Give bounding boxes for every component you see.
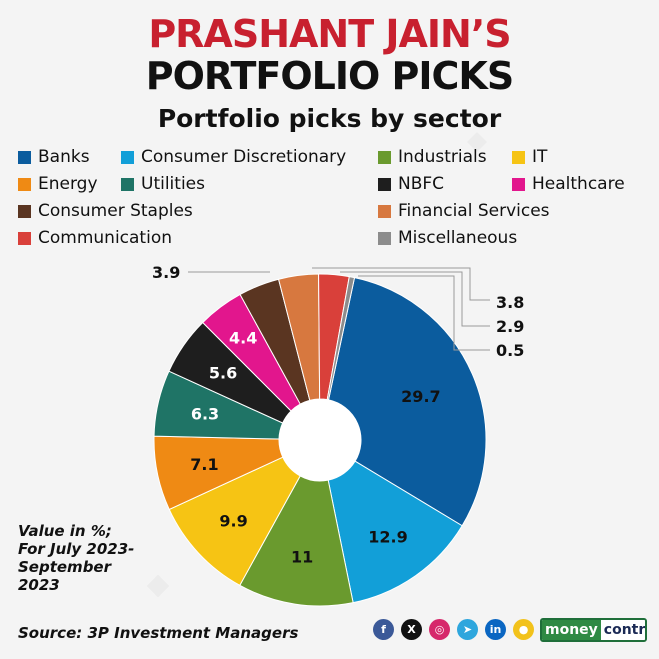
data-label: 11 (291, 548, 313, 567)
legend-item: Utilities (121, 174, 205, 194)
note-line: Value in %; (18, 522, 112, 540)
chart-subtitle: Portfolio picks by sector (157, 104, 502, 133)
legend-swatch (512, 150, 525, 164)
legend-item: Communication (18, 228, 172, 248)
legend-item: Financial Services (378, 201, 550, 221)
data-label: 0.5 (496, 341, 524, 360)
legend-label: Miscellaneous (398, 228, 518, 248)
koo-icon[interactable]: ● (513, 619, 534, 640)
data-label: 4.4 (229, 329, 257, 348)
legend-swatch (121, 150, 134, 164)
source-note: Source: 3P Investment Managers (18, 624, 299, 642)
legend-swatch (378, 231, 391, 245)
data-label: 9.9 (219, 511, 247, 530)
legend-label: Energy (38, 174, 98, 194)
legend-label: Financial Services (398, 201, 550, 221)
moneycontrol-logo[interactable]: money control (540, 618, 647, 642)
legend-item: IT (512, 147, 547, 167)
title-line-1: PRASHANT JAIN’S (148, 12, 511, 56)
data-label: 7.1 (190, 455, 218, 474)
legend-label: Consumer Discretionary (141, 147, 347, 167)
legend-label: NBFC (398, 174, 445, 194)
linkedin-icon[interactable]: in (485, 619, 506, 640)
logo-part-2: control (600, 620, 645, 640)
legend-swatch (18, 231, 31, 245)
legend-swatch (18, 204, 31, 218)
telegram-icon[interactable]: ➤ (457, 619, 478, 640)
legend-label: Industrials (398, 147, 487, 167)
donut-hole (279, 399, 361, 481)
data-label: 5.6 (209, 364, 237, 383)
legend-swatch (121, 177, 134, 191)
legend-item: Miscellaneous (378, 228, 517, 248)
legend-item: Consumer Staples (18, 201, 193, 221)
legend-label: Communication (38, 228, 172, 248)
legend-item: Banks (18, 147, 90, 167)
leader-line (312, 267, 490, 301)
legend-item: NBFC (378, 174, 444, 194)
legend-swatch (378, 150, 391, 164)
data-label: 2.9 (496, 317, 524, 336)
legend-label: Banks (38, 147, 90, 167)
note-line: For July 2023- (18, 540, 135, 558)
value-note: Value in %; For July 2023- September 202… (18, 522, 158, 594)
data-label: 6.3 (191, 405, 219, 424)
data-label: 3.8 (496, 293, 524, 312)
x-icon[interactable]: X (401, 619, 422, 640)
data-label: 3.9 (152, 263, 180, 282)
logo-part-1: money (542, 620, 601, 640)
legend-swatch (378, 204, 391, 218)
legend-label: IT (532, 147, 548, 167)
legend-label: Consumer Staples (38, 201, 193, 221)
note-line: September (18, 558, 111, 576)
leader-line (358, 275, 490, 351)
title-line-2: PORTFOLIO PICKS (145, 54, 514, 98)
note-line: 2023 (18, 576, 60, 594)
legend-swatch (378, 177, 391, 191)
legend-item: Consumer Discretionary (121, 147, 346, 167)
legend-swatch (512, 177, 525, 191)
legend-label: Utilities (141, 174, 205, 194)
data-label: 12.9 (368, 527, 407, 546)
instagram-icon[interactable]: ◎ (429, 619, 450, 640)
legend-swatch (18, 150, 31, 164)
facebook-icon[interactable]: f (373, 619, 394, 640)
legend-label: Healthcare (532, 174, 625, 194)
data-label: 29.7 (401, 387, 440, 406)
legend-item: Healthcare (512, 174, 625, 194)
leader-line (340, 271, 490, 327)
legend-swatch (18, 177, 31, 191)
legend-item: Industrials (378, 147, 487, 167)
legend-item: Energy (18, 174, 98, 194)
